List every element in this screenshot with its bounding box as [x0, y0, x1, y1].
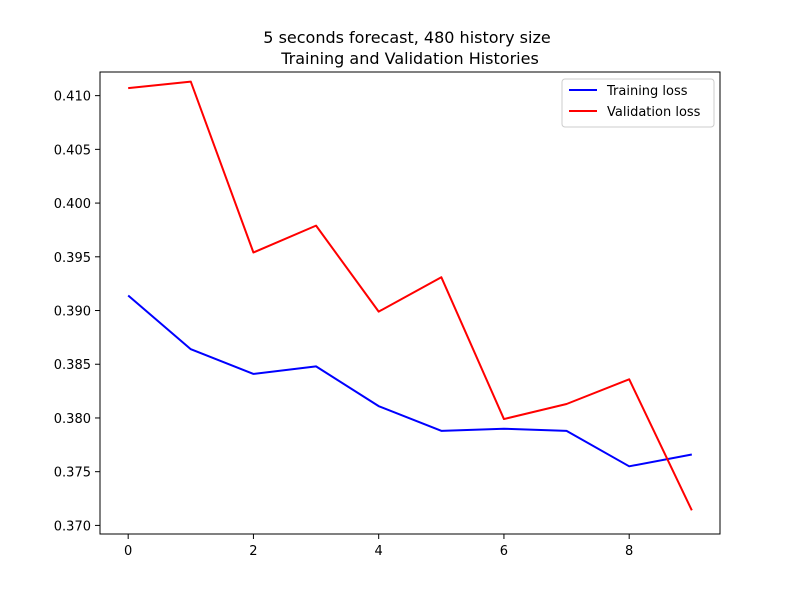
legend-box [561, 78, 715, 128]
y-tick-label: 0.400 [54, 197, 91, 212]
legend: Training loss Validation loss [561, 78, 715, 128]
training-loss-line [127, 294, 693, 468]
chart-title-line-1: 5 seconds forecast, 480 history size [263, 28, 550, 47]
y-tick-label: 0.380 [54, 412, 91, 427]
x-tick-label: 6 [500, 544, 508, 559]
x-tick-label: 8 [625, 544, 633, 559]
y-tick-label: 0.385 [54, 358, 91, 373]
y-tick-label: 0.410 [54, 90, 91, 105]
chart-title-line-2: Training and Validation Histories [280, 49, 539, 68]
y-tick-label: 0.405 [54, 143, 91, 158]
plot-area: 0 2 4 6 8 0.370 0.375 0.380 0.385 0.390 0.395 0.400… [54, 80, 693, 559]
y-tick-label: 0.395 [54, 251, 91, 266]
training-loss-legend-label: Training loss [606, 84, 688, 99]
y-tick-label: 0.370 [54, 519, 91, 534]
y-tick-label: 0.375 [54, 466, 91, 481]
validation-loss-legend-label: Validation loss [607, 105, 701, 120]
plot-frame [99, 71, 721, 535]
x-tick-label: 2 [249, 544, 257, 559]
x-tick-label: 0 [124, 544, 132, 559]
x-tick-label: 4 [375, 544, 383, 559]
y-tick-label: 0.390 [54, 305, 91, 320]
validation-loss-line [128, 80, 693, 511]
